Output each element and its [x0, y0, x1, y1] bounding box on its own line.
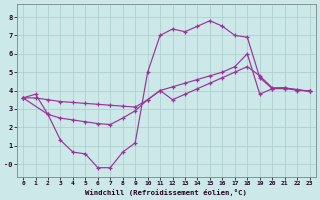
X-axis label: Windchill (Refroidissement éolien,°C): Windchill (Refroidissement éolien,°C) [85, 189, 247, 196]
